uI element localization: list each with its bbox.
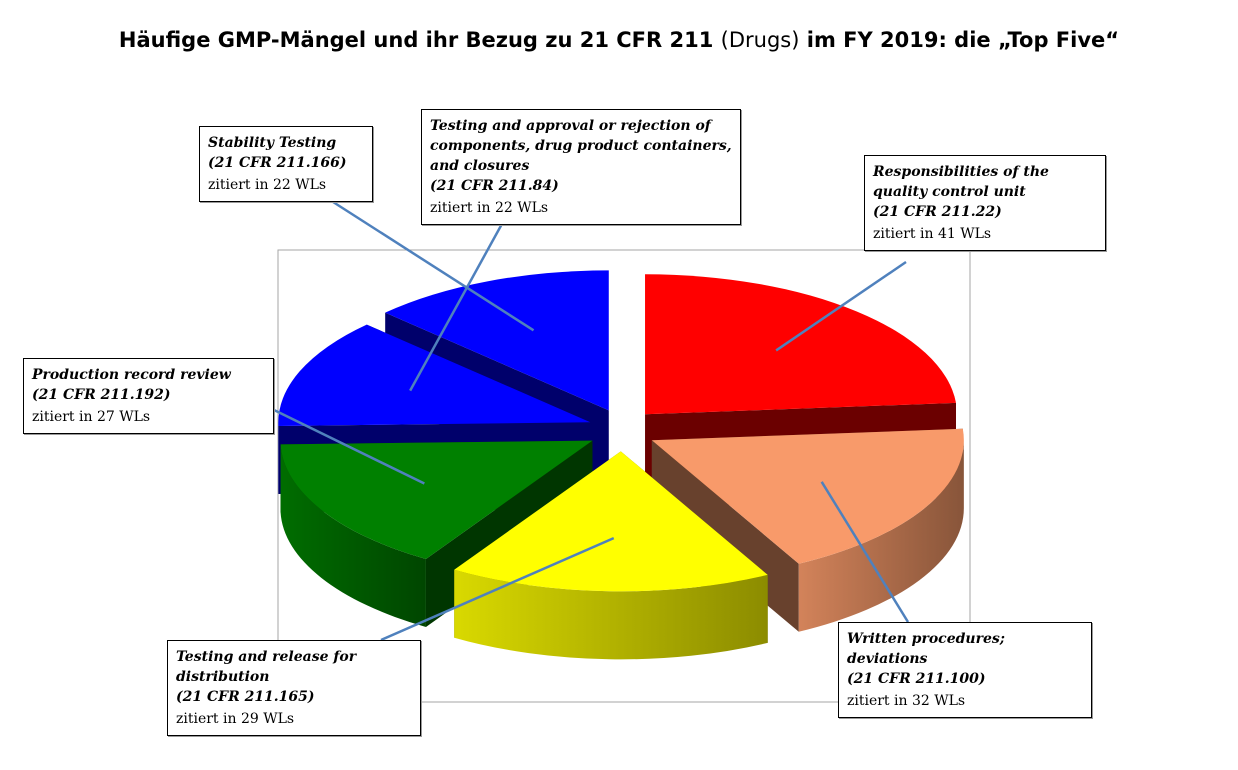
pie-slice <box>651 428 964 632</box>
slice-top <box>278 324 591 427</box>
callout-label: Testing and approval or rejection of com… <box>430 118 732 174</box>
callout-label: Written procedures; deviations <box>847 631 1005 667</box>
callout-reference: (21 CFR 211.84) <box>430 178 559 194</box>
pie-slice <box>454 451 768 660</box>
callout-label: Stability Testing <box>208 135 337 151</box>
callout-stability-testing: Stability Testing (21 CFR 211.166) zitie… <box>199 126 373 202</box>
slice-outer-wall <box>454 569 768 660</box>
slice-top <box>385 270 609 411</box>
callout-testing-approval-components: Testing and approval or rejection of com… <box>421 109 741 225</box>
callout-reference: (21 CFR 211.166) <box>208 155 347 171</box>
slice-outer-wall <box>280 444 426 627</box>
callout-reference: (21 CFR 211.165) <box>176 689 315 705</box>
callout-testing-release: Testing and release for distribution (21… <box>167 640 421 736</box>
leader-line <box>273 408 425 485</box>
slice-top <box>280 440 593 559</box>
callout-quality-control-unit: Responsibilities of the quality control … <box>864 155 1106 251</box>
leader-line <box>329 198 535 332</box>
callout-reference: (21 CFR 211.22) <box>873 204 1002 220</box>
callout-label: Production record review <box>32 367 231 383</box>
plot-area-frame <box>277 249 971 703</box>
slice-outer-wall <box>798 440 964 632</box>
callout-label: Testing and release for distribution <box>176 649 357 685</box>
callout-citation: zitiert in 27 WLs <box>32 409 151 425</box>
slice-top <box>651 428 964 564</box>
title-part-3: im FY 2019: die „Top Five“ <box>799 28 1120 52</box>
leader-line <box>820 481 910 623</box>
callout-production-record-review: Production record review (21 CFR 211.192… <box>23 358 274 434</box>
slice-top <box>645 274 956 415</box>
callout-written-procedures: Written procedures; deviations (21 CFR 2… <box>838 622 1092 718</box>
leader-line <box>380 536 615 642</box>
callout-citation: zitiert in 32 WLs <box>847 693 966 709</box>
title-part-2: (Drugs) <box>720 28 800 52</box>
title-part-1: Häufige GMP-Mängel und ihr Bezug zu 21 C… <box>118 28 721 52</box>
callout-citation: zitiert in 29 WLs <box>176 711 295 727</box>
callout-citation: zitiert in 22 WLs <box>430 200 549 216</box>
callout-reference: (21 CFR 211.100) <box>847 671 986 687</box>
callout-reference: (21 CFR 211.192) <box>32 387 171 403</box>
leader-line <box>775 260 907 352</box>
callout-label: Responsibilities of the quality control … <box>873 164 1049 200</box>
callout-citation: zitiert in 41 WLs <box>873 226 992 242</box>
callout-citation: zitiert in 22 WLs <box>208 177 327 193</box>
leader-line <box>409 221 505 392</box>
slice-top <box>454 451 768 592</box>
chart-title: Häufige GMP-Mängel und ihr Bezug zu 21 C… <box>0 28 1238 52</box>
